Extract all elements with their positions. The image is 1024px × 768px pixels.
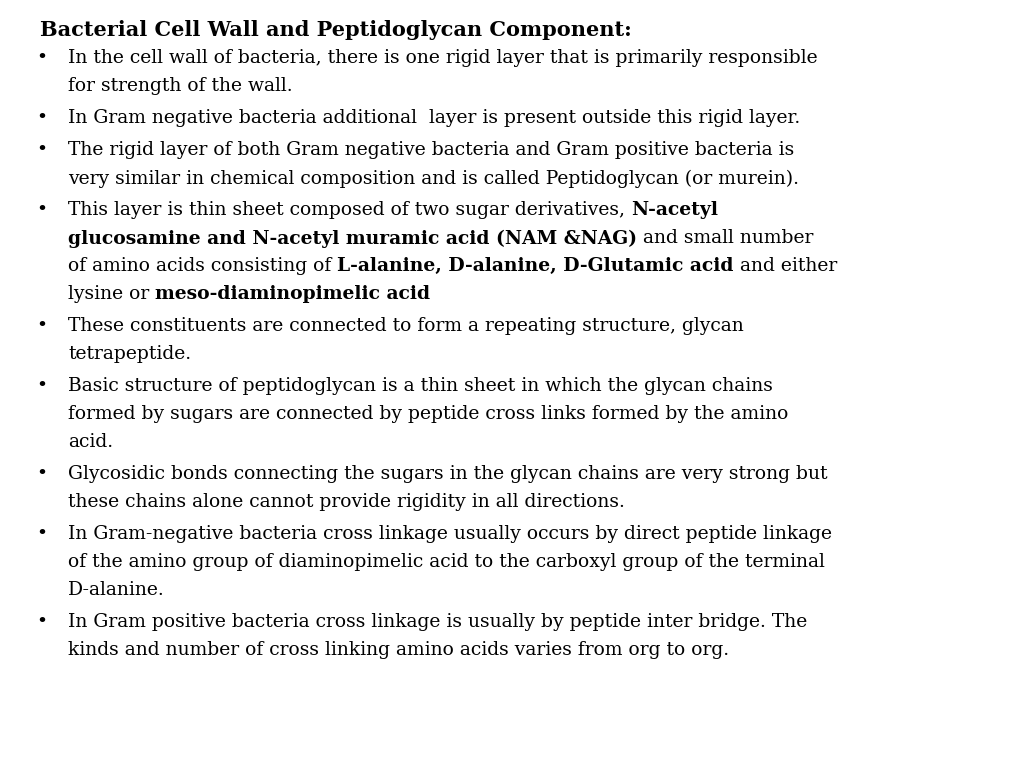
Text: •: • xyxy=(36,201,47,220)
Text: very similar in chemical composition and is called Peptidoglycan (or murein).: very similar in chemical composition and… xyxy=(68,170,799,187)
Text: This layer is thin sheet composed of two sugar derivatives,: This layer is thin sheet composed of two… xyxy=(68,201,631,220)
Text: and small number: and small number xyxy=(637,230,813,247)
Text: •: • xyxy=(36,49,47,68)
Text: glucosamine and N-acetyl muramic acid (NAM &NAG): glucosamine and N-acetyl muramic acid (N… xyxy=(68,230,637,247)
Text: •: • xyxy=(36,465,47,483)
Text: •: • xyxy=(36,525,47,544)
Text: kinds and number of cross linking amino acids varies from org to org.: kinds and number of cross linking amino … xyxy=(68,641,729,660)
Text: In Gram negative bacteria additional  layer is present outside this rigid layer.: In Gram negative bacteria additional lay… xyxy=(68,109,800,127)
Text: meso-diaminopimelic acid: meso-diaminopimelic acid xyxy=(156,286,430,303)
Text: These constituents are connected to form a repeating structure, glycan: These constituents are connected to form… xyxy=(68,317,743,336)
Text: acid.: acid. xyxy=(68,433,113,452)
Text: In the cell wall of bacteria, there is one rigid layer that is primarily respons: In the cell wall of bacteria, there is o… xyxy=(68,49,817,68)
Text: lysine or: lysine or xyxy=(68,286,156,303)
Text: •: • xyxy=(36,317,47,336)
Text: these chains alone cannot provide rigidity in all directions.: these chains alone cannot provide rigidi… xyxy=(68,493,625,511)
Text: •: • xyxy=(36,614,47,631)
Text: •: • xyxy=(36,141,47,160)
Text: •: • xyxy=(36,109,47,127)
Text: In Gram positive bacteria cross linkage is usually by peptide inter bridge. The: In Gram positive bacteria cross linkage … xyxy=(68,614,807,631)
Text: Bacterial Cell Wall and Peptidoglycan Component:: Bacterial Cell Wall and Peptidoglycan Co… xyxy=(40,20,632,40)
Text: tetrapeptide.: tetrapeptide. xyxy=(68,346,191,363)
Text: L-alanine, D-alanine, D-Glutamic acid: L-alanine, D-alanine, D-Glutamic acid xyxy=(337,257,734,276)
Text: The rigid layer of both Gram negative bacteria and Gram positive bacteria is: The rigid layer of both Gram negative ba… xyxy=(68,141,795,160)
Text: In Gram-negative bacteria cross linkage usually occurs by direct peptide linkage: In Gram-negative bacteria cross linkage … xyxy=(68,525,831,544)
Text: of amino acids consisting of: of amino acids consisting of xyxy=(68,257,337,276)
Text: D-alanine.: D-alanine. xyxy=(68,581,165,599)
Text: Basic structure of peptidoglycan is a thin sheet in which the glycan chains: Basic structure of peptidoglycan is a th… xyxy=(68,377,773,396)
Text: of the amino group of diaminopimelic acid to the carboxyl group of the terminal: of the amino group of diaminopimelic aci… xyxy=(68,554,825,571)
Text: for strength of the wall.: for strength of the wall. xyxy=(68,78,293,95)
Text: N-acetyl: N-acetyl xyxy=(631,201,718,220)
Text: •: • xyxy=(36,377,47,396)
Text: Glycosidic bonds connecting the sugars in the glycan chains are very strong but: Glycosidic bonds connecting the sugars i… xyxy=(68,465,827,483)
Text: formed by sugars are connected by peptide cross links formed by the amino: formed by sugars are connected by peptid… xyxy=(68,406,788,423)
Text: and either: and either xyxy=(734,257,837,276)
